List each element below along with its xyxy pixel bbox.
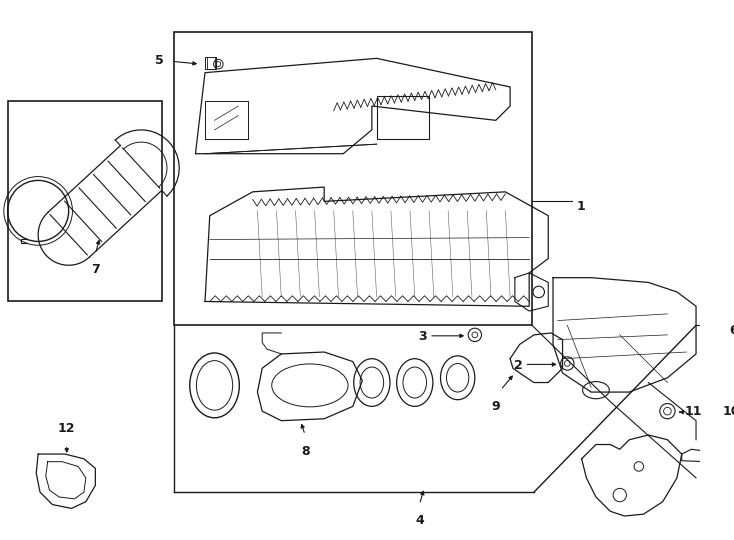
Text: 10: 10 xyxy=(723,404,734,417)
Bar xyxy=(7,102,162,301)
Text: 2: 2 xyxy=(514,359,523,372)
Text: 3: 3 xyxy=(418,330,427,343)
Text: 4: 4 xyxy=(415,514,424,527)
Text: 1: 1 xyxy=(577,200,586,213)
Text: 11: 11 xyxy=(685,404,702,417)
Text: 8: 8 xyxy=(301,444,310,457)
Text: 9: 9 xyxy=(492,400,500,413)
Text: 6: 6 xyxy=(730,323,734,336)
Text: 7: 7 xyxy=(91,264,100,276)
Text: 5: 5 xyxy=(155,54,164,67)
Bar xyxy=(377,97,429,139)
Text: 12: 12 xyxy=(58,422,76,435)
Bar xyxy=(205,57,217,69)
Bar xyxy=(175,32,532,325)
